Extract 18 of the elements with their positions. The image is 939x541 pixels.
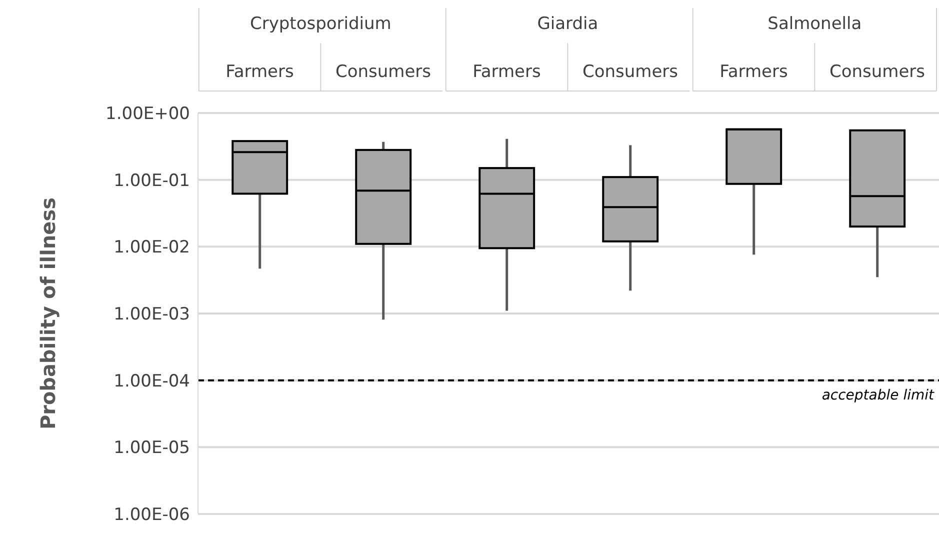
text: Cryptosporidium: [250, 14, 392, 34]
y-tick-label: 1.00E-02: [114, 238, 190, 258]
y-axis-title: Probability of illness: [36, 197, 60, 430]
x-tick-label: Farmers: [472, 62, 541, 82]
text: Giardia: [537, 14, 598, 34]
x-tick-label: Farmers: [720, 62, 788, 82]
x-tick-label: Consumers: [829, 62, 926, 82]
y-tick-label: 1.00E+00: [106, 104, 190, 124]
y-tick-label: 1.00E-05: [114, 438, 190, 458]
x-tick-label: Farmers: [226, 62, 294, 82]
y-tick-label: 1.00E-04: [114, 371, 190, 392]
y-tick-label: 1.00E-03: [114, 304, 190, 325]
ref-line-label: acceptable limit: [822, 387, 934, 404]
y-tick-label: 1.00E-01: [114, 170, 190, 191]
x-tick-label: Consumers: [582, 62, 678, 82]
y-tick-label: 1.00E-06: [114, 505, 190, 526]
text: Salmonella: [768, 14, 862, 34]
x-tick-label: Consumers: [335, 62, 432, 82]
